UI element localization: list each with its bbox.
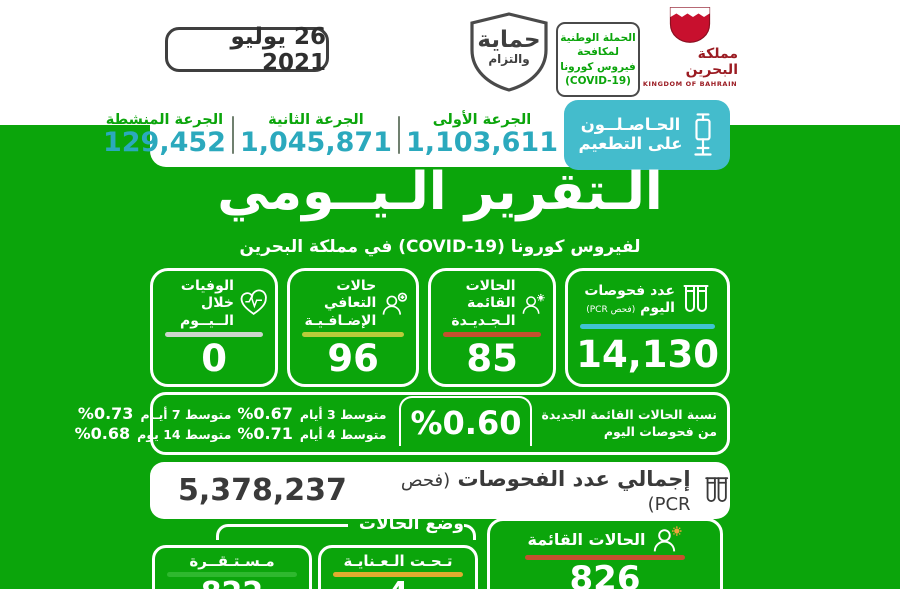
heart-ecg-icon (240, 289, 267, 316)
booster-dose: الجرعة المنشطة 129,452 (97, 111, 232, 158)
person-virus-icon (653, 526, 682, 552)
second-dose-value: 1,045,871 (239, 126, 392, 158)
booster-dose-value: 129,452 (102, 126, 226, 158)
stat-tests-label-suffix: (فحص PCR) (586, 305, 636, 315)
vaccinated-label-line1: الحـاصـلــون (580, 115, 681, 135)
under-care-value: 4 (321, 576, 475, 589)
stat-new-cases-label-line2: الـجـديـدة (451, 312, 516, 329)
report-date-box: 26 يوليو 2021 (165, 24, 329, 76)
total-tests-value: 5,378,237 (178, 473, 347, 508)
stat-deaths-value: 0 (201, 337, 227, 380)
status-bracket-right (464, 524, 476, 540)
stable-cases-box: مـسـتـقــرة 822 (152, 545, 312, 589)
stat-recoveries: حالات التعافي الإضـافـيـة 96 (287, 268, 419, 387)
badge-line2: والتزام (488, 52, 530, 67)
bahrain-emblem-icon (669, 7, 711, 43)
active-cases-label: الحالات القائمة (527, 529, 646, 549)
active-cases-underline (525, 555, 685, 560)
vaccinated-label-line2: على التطعيم (578, 134, 683, 153)
avg-7-days: متوسط 7 أيـام %0.73 (77, 404, 232, 423)
stats-row: عدد فحوصات اليوم (فحص PCR) 14,130 (150, 268, 730, 387)
stat-new-cases-value: 85 (466, 337, 518, 380)
protection-commitment-badge: حماية والتزام (462, 10, 556, 94)
stable-cases-label: مـسـتـقــرة (189, 552, 275, 570)
national-campaign-box: الحملة الوطنية لمكافحة فيروس كورونا (COV… (556, 22, 640, 97)
active-cases-value: 826 (569, 559, 641, 589)
case-status-header: وضع الحالات (152, 514, 478, 554)
vaccination-strip: الحـاصـلــون على التطعيم الجرعة الأولى 1… (103, 100, 730, 170)
stat-deaths-underline (165, 332, 264, 337)
report-date: 26 يوليو 2021 (230, 23, 326, 76)
stat-recoveries-underline (302, 332, 404, 337)
test-tubes-icon (683, 285, 709, 312)
campaign-line2: لمكافحة (577, 46, 619, 59)
positivity-label-line1: نسبة الحالات القائمة الجديدة (541, 407, 717, 423)
person-plus-icon (382, 292, 408, 315)
under-care-underline (333, 572, 463, 577)
stat-new-cases-underline (442, 332, 542, 337)
stat-deaths-label-line1: الوفيات خلال (180, 277, 234, 312)
syringe-icon (693, 113, 712, 156)
positivity-box: نسبة الحالات القائمة الجديدة من فحوصات ا… (75, 392, 730, 455)
person-virus-icon (522, 294, 545, 314)
active-cases-box: الحالات القائمة 826 (487, 518, 723, 589)
total-tests-box: إجمالي عدد الفحوصات (فحص PCR) 5,378,237 (150, 462, 730, 519)
logo-arabic-text: مملكة البحرين (685, 46, 738, 78)
vaccinated-title-box: الحـاصـلــون على التطعيم (564, 100, 730, 170)
first-dose-label: الجرعة الأولى (432, 111, 532, 128)
stable-cases-underline (167, 572, 297, 577)
logo-english-text: KINGDOM OF BAHRAIN (642, 80, 738, 88)
stat-tests-today: عدد فحوصات اليوم (فحص PCR) 14,130 (565, 268, 730, 387)
campaign-line3: فيروس كورونا (560, 60, 636, 73)
stable-cases-value: 822 (155, 576, 309, 589)
second-dose-label: الجرعة الثانية (268, 111, 364, 128)
first-dose: الجرعة الأولى 1,103,611 (400, 111, 564, 158)
stat-deaths: الوفيات خلال الــيــوم 0 (150, 268, 279, 387)
doses-row: الجرعة الأولى 1,103,611 الجرعة الثانية 1… (97, 103, 564, 167)
positivity-value: %0.60 (410, 403, 522, 442)
positivity-value-bracket: %0.60 (399, 396, 533, 446)
under-care-label: تـحـت الـعـنايـة (343, 552, 453, 570)
badge-line1: حماية (477, 27, 541, 54)
stat-tests-underline (580, 324, 715, 329)
page-subtitle: لفيروس كورونا (COVID-19) في مملكة البحري… (239, 237, 641, 257)
dose-divider (231, 116, 234, 154)
stat-recoveries-label-line1: حالات التعافي (323, 277, 377, 312)
avg-3-days: متوسط 3 أيام %0.67 (237, 404, 387, 423)
dose-divider (397, 116, 400, 154)
page-title: الـتقرير الـيــومي (217, 162, 663, 222)
stat-recoveries-label-line2: الإضـافـيـة (304, 312, 377, 329)
status-title: وضع الحالات (358, 514, 464, 534)
stat-tests-label-line1: عدد فحوصات (584, 282, 675, 299)
kingdom-of-bahrain-logo: مملكة البحرين KINGDOM OF BAHRAIN (642, 5, 738, 88)
first-dose-value: 1,103,611 (405, 126, 558, 158)
campaign-line1: الحملة الوطنية (560, 32, 636, 45)
test-tubes-icon (704, 476, 728, 502)
shield-icon (470, 12, 548, 92)
stat-new-cases-label-line1: الحالات القائمة (465, 277, 516, 312)
avg-14-days: متوسط 14 يوم %0.68 (74, 424, 232, 443)
under-care-box: تـحـت الـعـنايـة 4 (318, 545, 478, 589)
total-tests-label: إجمالي عدد الفحوصات (457, 466, 691, 491)
stat-deaths-label-line2: الــيــوم (179, 312, 234, 329)
booster-dose-label: الجرعة المنشطة (105, 111, 224, 128)
positivity-averages: متوسط 3 أيام %0.67 متوسط 7 أيـام %0.73 م… (75, 404, 391, 443)
stat-new-cases: الحالات القائمة الـجـديـدة 85 (427, 268, 557, 387)
avg-4-days: متوسط 4 أيام %0.71 (237, 424, 387, 443)
total-tests-suffix: (فحص PCR) (400, 469, 691, 515)
second-dose: الجرعة الثانية 1,045,871 (234, 111, 398, 158)
status-bracket-left (216, 524, 348, 540)
stat-tests-label-line2: اليوم (635, 300, 675, 316)
positivity-label-line2: من فحوصات اليوم (603, 423, 717, 439)
campaign-line4: (COVID-19) (565, 74, 631, 87)
stat-recoveries-value: 96 (327, 337, 379, 380)
stat-tests-value: 14,130 (576, 333, 719, 376)
